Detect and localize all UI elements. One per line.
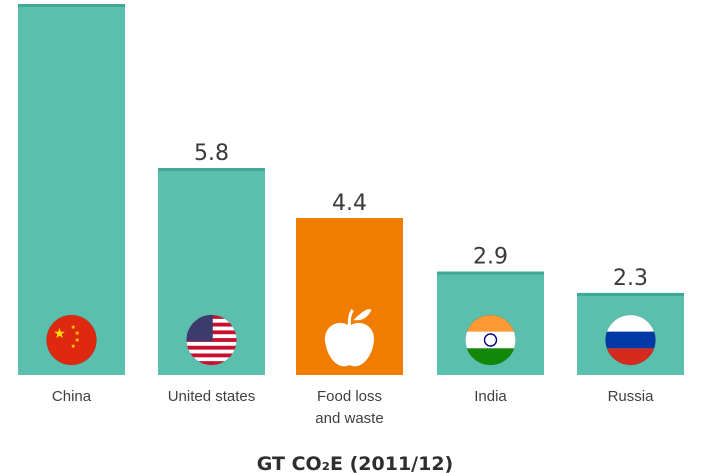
category-label-3: India [474, 388, 507, 405]
category-label-2: Food loss and waste [315, 388, 383, 427]
bar-top-edge-1 [158, 168, 265, 172]
svg-text:★: ★ [71, 324, 76, 331]
value-label-3: 2.9 [473, 245, 508, 270]
apple-icon [324, 309, 375, 367]
svg-text:★: ★ [75, 337, 80, 344]
category-label-4: Russia [608, 388, 655, 405]
us-flag-icon [186, 314, 237, 366]
category-label-1: United states [168, 388, 256, 405]
bars-group [18, 4, 684, 375]
bar-top-edge-4 [577, 292, 684, 296]
svg-text:★: ★ [53, 326, 66, 342]
x-axis-title: GT CO₂E (2011/12) [257, 453, 453, 473]
bar-top-edge-3 [437, 271, 544, 275]
russia-flag-icon [605, 314, 656, 366]
value-labels-group: 5.8 4.4 2.9 2.3 [194, 141, 648, 291]
bar-0 [18, 4, 125, 375]
category-labels-group: China United states Food loss and waste Indi… [52, 388, 654, 427]
value-label-1: 5.8 [194, 141, 229, 166]
icons-group: ★ ★★★★ [46, 309, 656, 367]
svg-text:★: ★ [75, 330, 80, 337]
bar-top-edge-0 [18, 4, 125, 7]
category-label-0: China [52, 388, 92, 405]
value-label-2: 4.4 [332, 191, 367, 216]
svg-text:★: ★ [71, 343, 76, 350]
value-label-4: 2.3 [613, 266, 648, 291]
india-flag-icon [465, 314, 516, 366]
china-flag-icon: ★ ★★★★ [46, 314, 97, 366]
